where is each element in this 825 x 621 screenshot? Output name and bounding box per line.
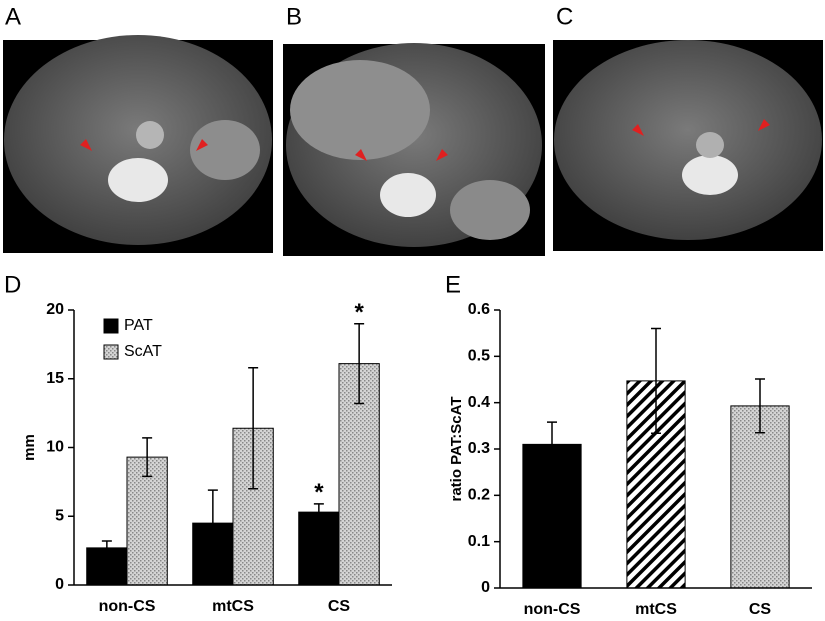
error-bar [207,489,218,557]
legend-swatch [103,344,119,360]
y-tick-label: 15 [46,370,64,387]
x-tick-label: non-CS [524,601,581,618]
y-tick-label: 0.1 [468,533,490,550]
y-tick-label: 0.4 [468,394,490,411]
panel-label: B [286,3,302,30]
error-bar [142,437,153,478]
legend-swatch [103,318,119,334]
x-tick-label: non-CS [99,598,156,615]
y-tick-label: 10 [46,439,64,456]
x-tick-label: mtCS [212,598,254,615]
error-bar [547,421,557,468]
y-tick-label: 0.2 [468,487,490,504]
y-tick-label: 0 [481,579,490,596]
y-tick-label: 20 [46,301,64,318]
panel-label: E [445,271,461,298]
legend-label: PAT [124,317,153,334]
y-tick-label: 0.3 [468,440,490,457]
y-tick-label: 0 [55,576,64,593]
panel-label: C [556,3,573,30]
y-tick-label: 0.6 [468,301,490,318]
bar [730,405,790,589]
legend-label: ScAT [124,343,162,360]
panel-label: A [5,3,21,30]
ct-image [3,35,273,253]
ct-image [283,43,545,256]
x-tick-label: mtCS [635,601,677,618]
y-axis-label: ratio PAT:ScAT [448,396,465,501]
error-bar [354,323,365,405]
bar [298,511,340,586]
y-axis-label: mm [21,434,38,461]
y-tick-label: 0.5 [468,348,490,365]
significance-mark: * [314,479,324,506]
error-bar [101,540,112,556]
ct-image [553,40,823,251]
error-bar [651,327,661,434]
y-tick-label: 5 [55,507,64,524]
error-bar [755,378,765,434]
x-tick-label: CS [749,601,772,618]
error-bar [313,503,324,522]
error-bar [248,367,259,490]
panel-label: D [4,271,21,298]
significance-mark: * [354,299,364,326]
x-tick-label: CS [328,598,351,615]
